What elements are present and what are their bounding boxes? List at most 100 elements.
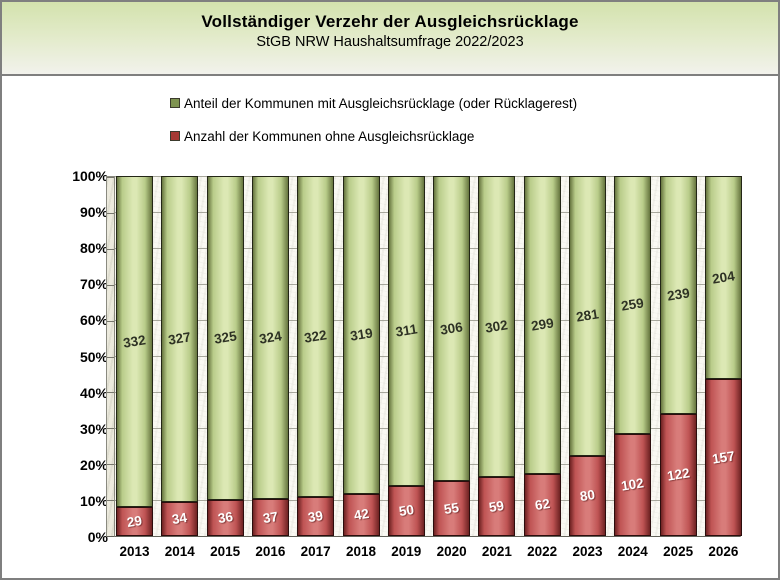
y-tick-label: 90% (79, 204, 108, 221)
bar-group-2026: 204 157 (704, 176, 742, 536)
y-tick-label: 40% (79, 384, 108, 401)
bar-segment-without-reserve (161, 502, 199, 536)
bar-segment-with-reserve (206, 176, 244, 501)
gridline (115, 356, 740, 357)
x-tick-label-2014: 2014 (164, 544, 195, 559)
x-tick-label-2021: 2021 (481, 544, 512, 559)
gridline (115, 392, 740, 393)
gridline (115, 176, 740, 177)
x-tick-label-2025: 2025 (663, 544, 694, 559)
bar-segment-without-reserve (342, 494, 380, 536)
x-tick-label-2019: 2019 (391, 544, 422, 559)
y-tick-label: 10% (79, 492, 108, 509)
legend-color-swatch (170, 98, 180, 108)
bar-segment-with-reserve (387, 176, 425, 487)
wall-tick (107, 356, 114, 358)
bar-segment-without-reserve (478, 477, 516, 536)
x-tick-label-2026: 2026 (708, 544, 739, 559)
bar-segment-with-reserve (569, 176, 606, 457)
bar-group-2022: 299 62 (523, 176, 561, 536)
y-axis: 0% 10% 20% 30% 40% 50% 60% 70% 80% 90% 100% (30, 169, 108, 544)
y-tick-label: 70% (79, 276, 108, 293)
bar-group-2021: 302 59 (478, 176, 516, 536)
legend-item-label: Anzahl der Kommunen ohne Ausgleichsrückl… (184, 128, 475, 144)
bar-segment-with-reserve (614, 176, 652, 435)
wall-tick (107, 320, 114, 322)
x-tick-label-2018: 2018 (345, 544, 377, 559)
x-tick-label-2020: 2020 (436, 544, 467, 559)
wall-tick (107, 464, 114, 466)
chart-header: Vollständiger Verzehr der Ausgleichsrück… (2, 2, 778, 76)
gridline (115, 464, 740, 465)
gridline (115, 320, 740, 321)
bar-group-2015: 325 36 (206, 176, 244, 536)
bar-group-2019: 311 50 (387, 176, 425, 536)
bar-group-2014: 327 34 (161, 176, 199, 536)
x-tick-label-2015: 2015 (210, 544, 241, 559)
wall-tick (107, 248, 114, 250)
bar-segment-without-reserve (614, 434, 652, 536)
chart-legend: Anteil der Kommunen mit Ausgleichsrückla… (170, 94, 577, 160)
wall-tick (107, 212, 114, 214)
gridline (115, 212, 740, 213)
y-tick-label: 0% (87, 529, 108, 545)
bar-group-2018: 319 42 (342, 176, 380, 536)
bar-segment-with-reserve (116, 176, 153, 508)
gridline (115, 284, 740, 285)
bar-group-2016: 324 37 (251, 176, 289, 536)
bar-segment-with-reserve (342, 176, 380, 495)
x-tick-label-2016: 2016 (255, 544, 286, 559)
bar-segment-with-reserve (433, 176, 471, 482)
wall-tick (107, 500, 114, 502)
bar-segment-with-reserve (704, 176, 742, 380)
bar-segment-with-reserve (523, 176, 561, 475)
wall-tick (107, 392, 114, 394)
x-tick-label-2017: 2017 (300, 544, 331, 559)
bar-segment-without-reserve (523, 474, 561, 536)
y-tick-label: 20% (79, 456, 108, 473)
bar-segment-without-reserve (433, 481, 471, 536)
gridline (115, 428, 740, 429)
bar-group-2013: 332 29 (116, 176, 153, 536)
bar-segment-without-reserve (116, 507, 153, 536)
bar-segment-without-reserve (704, 379, 742, 536)
bar-segment-without-reserve (387, 486, 425, 536)
bar-group-2025: 239 122 (659, 176, 697, 536)
bar-group-2020: 306 55 (433, 176, 471, 536)
chart-title: Vollständiger Verzehr der Ausgleichsrück… (201, 12, 579, 31)
y-tick-label: 50% (79, 348, 108, 365)
bar-segment-with-reserve (297, 176, 335, 498)
y-tick-label: 100% (72, 168, 108, 184)
gridline (115, 248, 740, 249)
y-tick-label: 60% (79, 312, 108, 329)
legend-color-swatch (170, 131, 180, 141)
bar-segment-with-reserve (161, 176, 199, 503)
bar-segment-without-reserve (206, 500, 244, 536)
bar-group-2023: 281 80 (569, 176, 606, 536)
bar-segment-without-reserve (297, 497, 335, 536)
bar-segment-with-reserve (251, 176, 289, 500)
chart-subtitle: StGB NRW Haushaltsumfrage 2022/2023 (256, 34, 524, 50)
x-tick-label-2022: 2022 (527, 544, 558, 559)
bar-segment-with-reserve (478, 176, 516, 478)
legend-item: Anteil der Kommunen mit Ausgleichsrückla… (170, 94, 577, 112)
y-tick-label: 30% (79, 420, 108, 437)
x-tick-label-2024: 2024 (617, 544, 648, 559)
wall-tick (107, 177, 114, 178)
legend-item: Anzahl der Kommunen ohne Ausgleichsrückl… (170, 127, 577, 145)
wall-tick (107, 428, 114, 430)
bar-group-2017: 322 39 (297, 176, 335, 536)
legend-item-label: Anteil der Kommunen mit Ausgleichsrückla… (184, 95, 578, 111)
y-tick-label: 80% (79, 240, 108, 257)
x-tick-label-2013: 2013 (119, 544, 150, 559)
bar-segment-without-reserve (659, 414, 697, 536)
bar-segment-with-reserve (659, 176, 697, 415)
bar-segment-without-reserve (251, 499, 289, 536)
wall-tick (107, 284, 114, 286)
axis-side-wall (106, 176, 115, 537)
x-axis: 2013 2014 2015 2016 2017 2018 2019 2020 2021 2022… (115, 544, 745, 562)
x-tick-label-2023: 2023 (572, 544, 603, 559)
bar-segment-without-reserve (569, 456, 606, 536)
gridline (115, 500, 740, 501)
